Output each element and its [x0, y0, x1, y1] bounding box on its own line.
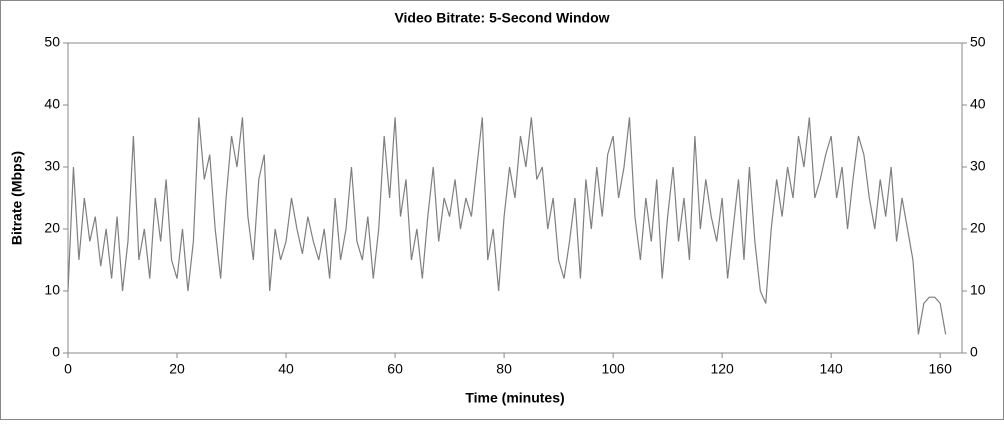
x-axis-label: Time (minutes)	[465, 390, 564, 406]
x-tick-label: 120	[710, 361, 734, 377]
x-tick-label: 80	[496, 361, 512, 377]
y2-tick-label: 20	[970, 220, 986, 236]
y2-tick-label: 40	[970, 96, 986, 112]
x-tick-label: 20	[169, 361, 185, 377]
x-tick-label: 60	[387, 361, 403, 377]
y-axis-label: Bitrate (Mbps)	[9, 151, 25, 245]
x-tick-label: 160	[929, 361, 953, 377]
y2-tick-label: 50	[970, 34, 986, 50]
bitrate-line	[67, 117, 947, 335]
y-tick-label: 20	[44, 220, 60, 236]
chart-title: Video Bitrate: 5-Second Window	[394, 10, 609, 26]
y2-tick-label: 0	[970, 344, 978, 360]
y-tick-label: 10	[44, 282, 60, 298]
y-tick-label: 30	[44, 158, 60, 174]
x-tick-label: 140	[819, 361, 843, 377]
x-tick-label: 100	[601, 361, 625, 377]
y-tick-label: 40	[44, 96, 60, 112]
x-tick-label: 40	[278, 361, 294, 377]
y-tick-label: 50	[44, 34, 60, 50]
y2-tick-label: 10	[970, 282, 986, 298]
y2-tick-label: 30	[970, 158, 986, 174]
x-tick-label: 0	[64, 361, 72, 377]
y-tick-label: 0	[52, 344, 60, 360]
